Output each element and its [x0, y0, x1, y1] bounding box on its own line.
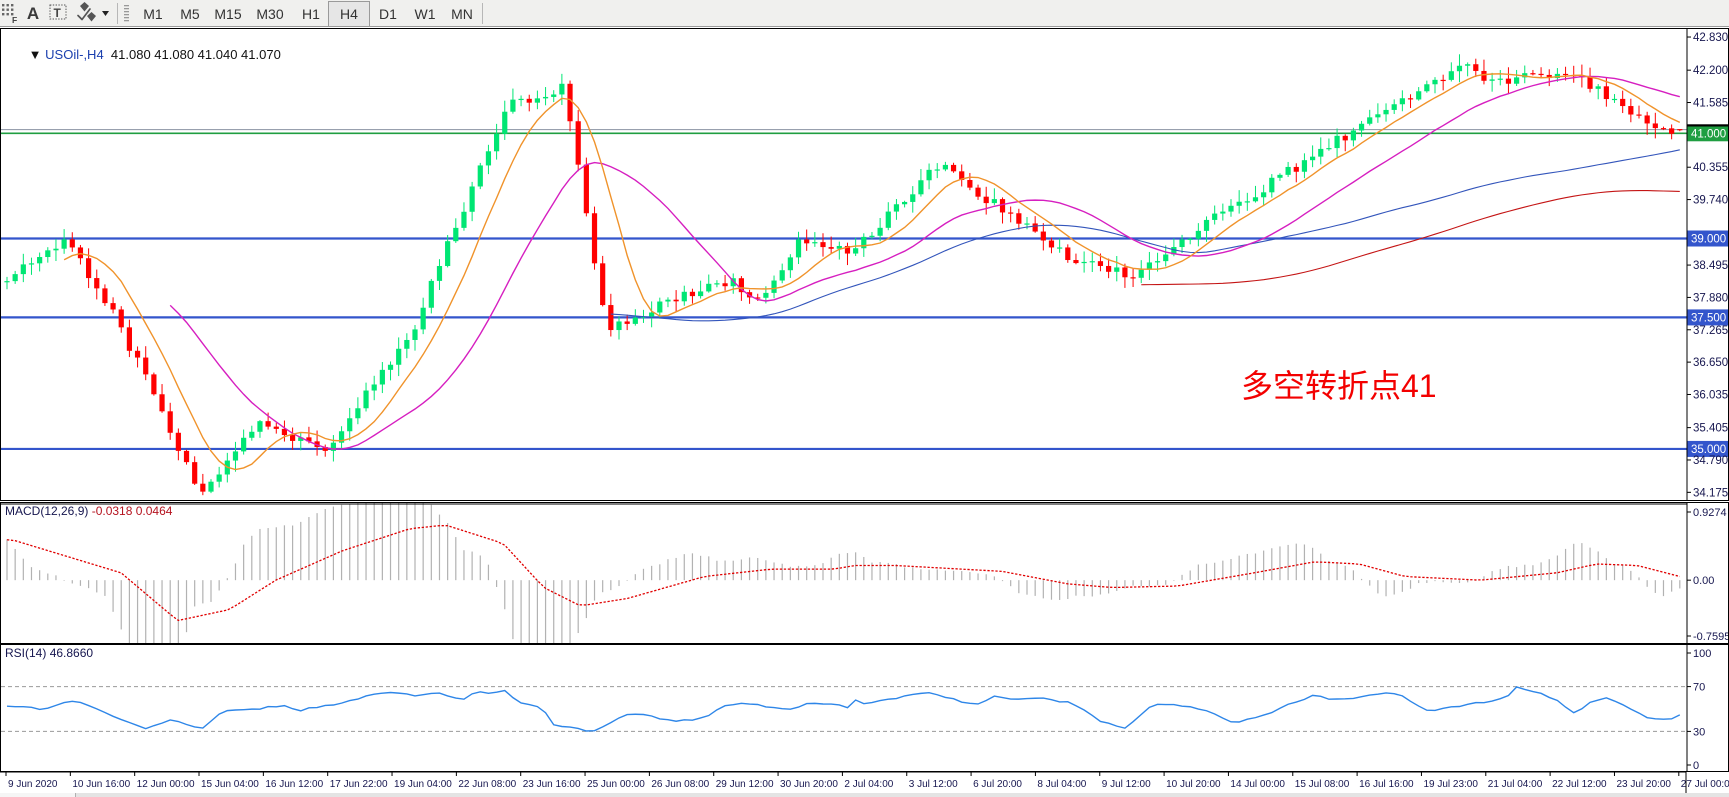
svg-text:41.585: 41.585 [1693, 98, 1728, 110]
svg-text:27 Jul 00:00: 27 Jul 00:00 [1681, 779, 1729, 790]
svg-text:22 Jul 12:00: 22 Jul 12:00 [1552, 779, 1607, 790]
svg-text:34.175: 34.175 [1693, 487, 1728, 499]
svg-text:T: T [54, 6, 62, 20]
svg-text:19 Jul 23:00: 19 Jul 23:00 [1423, 779, 1478, 790]
svg-text:38.495: 38.495 [1693, 260, 1728, 272]
svg-text:36.035: 36.035 [1693, 389, 1728, 401]
svg-text:34.790: 34.790 [1693, 455, 1728, 467]
svg-text:22 Jun 08:00: 22 Jun 08:00 [458, 779, 516, 790]
svg-text:23 Jun 16:00: 23 Jun 16:00 [523, 779, 581, 790]
svg-text:2 Jul 04:00: 2 Jul 04:00 [844, 779, 893, 790]
svg-text:29 Jun 12:00: 29 Jun 12:00 [716, 779, 774, 790]
svg-text:15 Jun 04:00: 15 Jun 04:00 [201, 779, 259, 790]
svg-text:15 Jul 08:00: 15 Jul 08:00 [1295, 779, 1350, 790]
svg-text:30: 30 [1693, 726, 1705, 738]
svg-text:16 Jul 16:00: 16 Jul 16:00 [1359, 779, 1414, 790]
svg-text:10 Jul 20:00: 10 Jul 20:00 [1166, 779, 1221, 790]
svg-text:17 Jun 22:00: 17 Jun 22:00 [330, 779, 388, 790]
svg-text:多空转折点41: 多空转折点41 [1241, 368, 1437, 404]
svg-text:39.000: 39.000 [1691, 234, 1726, 246]
svg-text:40.355: 40.355 [1693, 162, 1728, 174]
svg-text:42.200: 42.200 [1693, 65, 1728, 77]
svg-text:0.9274: 0.9274 [1693, 507, 1727, 519]
svg-text:19 Jun 04:00: 19 Jun 04:00 [394, 779, 452, 790]
svg-text:36.650: 36.650 [1693, 357, 1728, 369]
svg-text:100: 100 [1693, 648, 1711, 660]
svg-text:39.740: 39.740 [1693, 195, 1728, 207]
svg-text:41.000: 41.000 [1691, 128, 1726, 140]
svg-text:42.830: 42.830 [1693, 32, 1728, 44]
svg-text:9 Jun 2020: 9 Jun 2020 [8, 779, 58, 790]
svg-text:F: F [12, 15, 17, 25]
svg-text:14 Jul 00:00: 14 Jul 00:00 [1230, 779, 1285, 790]
svg-text:37.265: 37.265 [1693, 325, 1728, 337]
svg-text:0: 0 [1693, 760, 1699, 772]
svg-text:10 Jun 16:00: 10 Jun 16:00 [72, 779, 130, 790]
svg-text:8 Jul 04:00: 8 Jul 04:00 [1037, 779, 1086, 790]
svg-text:37.500: 37.500 [1691, 312, 1726, 324]
svg-text:70: 70 [1693, 682, 1705, 694]
svg-text:-0.7595: -0.7595 [1693, 631, 1729, 643]
svg-text:23 Jul 20:00: 23 Jul 20:00 [1616, 779, 1671, 790]
svg-text:37.880: 37.880 [1693, 292, 1728, 304]
svg-text:30 Jun 20:00: 30 Jun 20:00 [780, 779, 838, 790]
svg-text:26 Jun 08:00: 26 Jun 08:00 [651, 779, 709, 790]
svg-text:21 Jul 04:00: 21 Jul 04:00 [1488, 779, 1543, 790]
svg-text:16 Jun 12:00: 16 Jun 12:00 [265, 779, 323, 790]
svg-text:6 Jul 20:00: 6 Jul 20:00 [973, 779, 1022, 790]
svg-text:12 Jun 00:00: 12 Jun 00:00 [137, 779, 195, 790]
svg-text:35.405: 35.405 [1693, 423, 1728, 435]
svg-text:9 Jul 12:00: 9 Jul 12:00 [1102, 779, 1151, 790]
svg-text:3 Jul 12:00: 3 Jul 12:00 [909, 779, 958, 790]
svg-text:0.00: 0.00 [1693, 575, 1714, 587]
svg-text:25 Jun 00:00: 25 Jun 00:00 [587, 779, 645, 790]
